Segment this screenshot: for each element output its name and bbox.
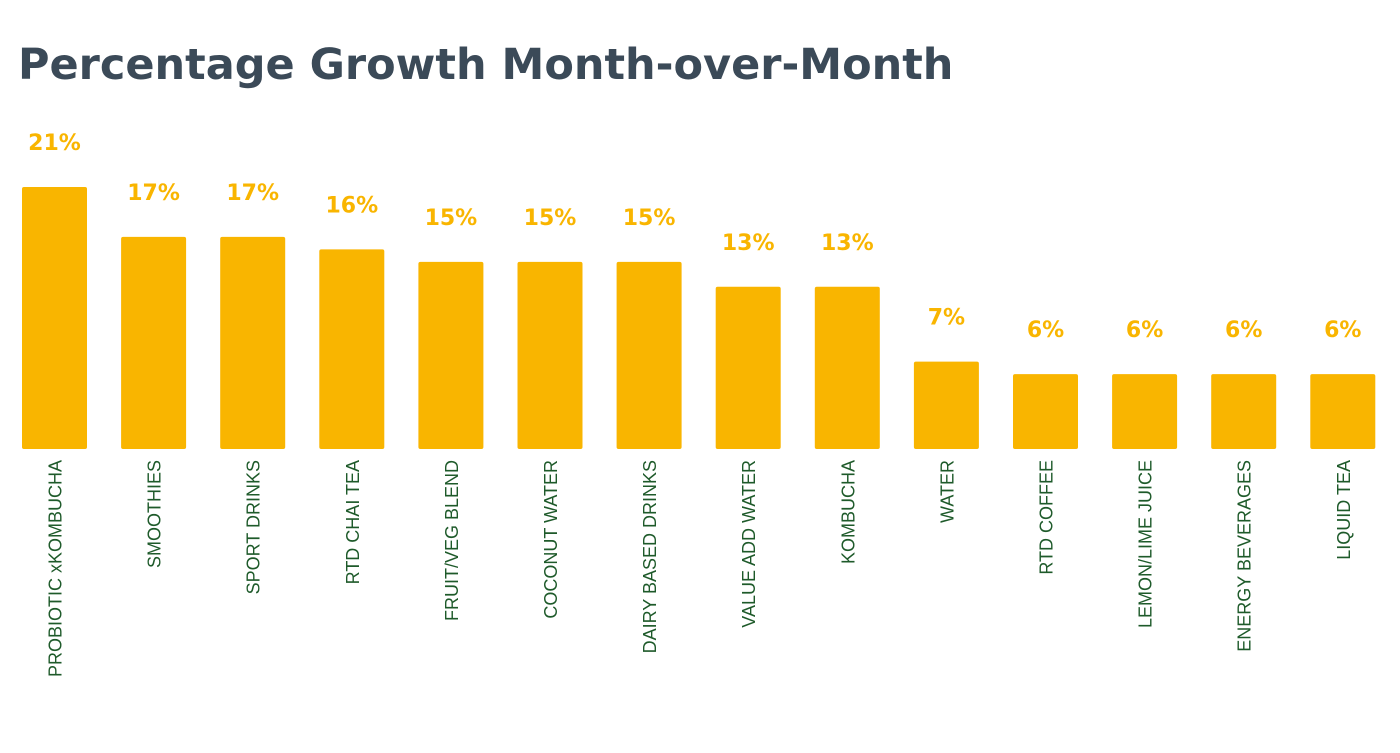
category-label: LIQUID TEA (1334, 460, 1354, 560)
category-label: ENERGY BEVERAGES (1235, 460, 1255, 652)
category-label: COCONUT WATER (541, 460, 561, 619)
data-label: 6% (1126, 318, 1163, 343)
data-label: 13% (821, 231, 874, 256)
category-label: SPORT DRINKS (244, 460, 264, 594)
category-label: RTD CHAI TEA (343, 460, 363, 584)
data-label: 15% (623, 206, 676, 231)
category-label: FRUIT/VEG BLEND (442, 460, 462, 621)
bar (1013, 374, 1078, 449)
bar (715, 286, 781, 449)
bar (913, 361, 979, 449)
data-label: 15% (524, 206, 577, 231)
category-label: DAIRY BASED DRINKS (640, 460, 660, 653)
data-label: 21% (28, 131, 81, 156)
data-label: 7% (928, 306, 965, 331)
data-label: 13% (722, 231, 775, 256)
category-label: KOMBUCHA (838, 460, 858, 564)
bar (616, 261, 682, 449)
bar (1310, 374, 1376, 449)
category-label: LEMON/LIME JUICE (1136, 460, 1156, 628)
bar (220, 236, 286, 449)
data-label: 17% (127, 181, 180, 206)
category-label: VALUE ADD WATER (739, 460, 759, 628)
data-label: 6% (1027, 318, 1064, 343)
category-label: WATER (937, 460, 957, 523)
category-label: RTD COFFEE (1037, 460, 1057, 575)
data-label: 6% (1324, 318, 1361, 343)
bar (517, 261, 583, 449)
bar (418, 261, 484, 449)
bar (1112, 374, 1178, 449)
bar (121, 236, 187, 449)
bar (1211, 374, 1277, 449)
chart-title: Percentage Growth Month-over-Month (18, 40, 954, 90)
bar (814, 286, 880, 449)
data-label: 15% (425, 206, 478, 231)
data-label: 16% (325, 193, 378, 218)
data-label: 17% (226, 181, 279, 206)
category-label: SMOOTHIES (145, 460, 165, 568)
bar (319, 249, 385, 449)
bar (22, 187, 87, 449)
category-label: PROBIOTIC xKOMBUCHA (46, 460, 66, 677)
data-label: 6% (1225, 318, 1262, 343)
